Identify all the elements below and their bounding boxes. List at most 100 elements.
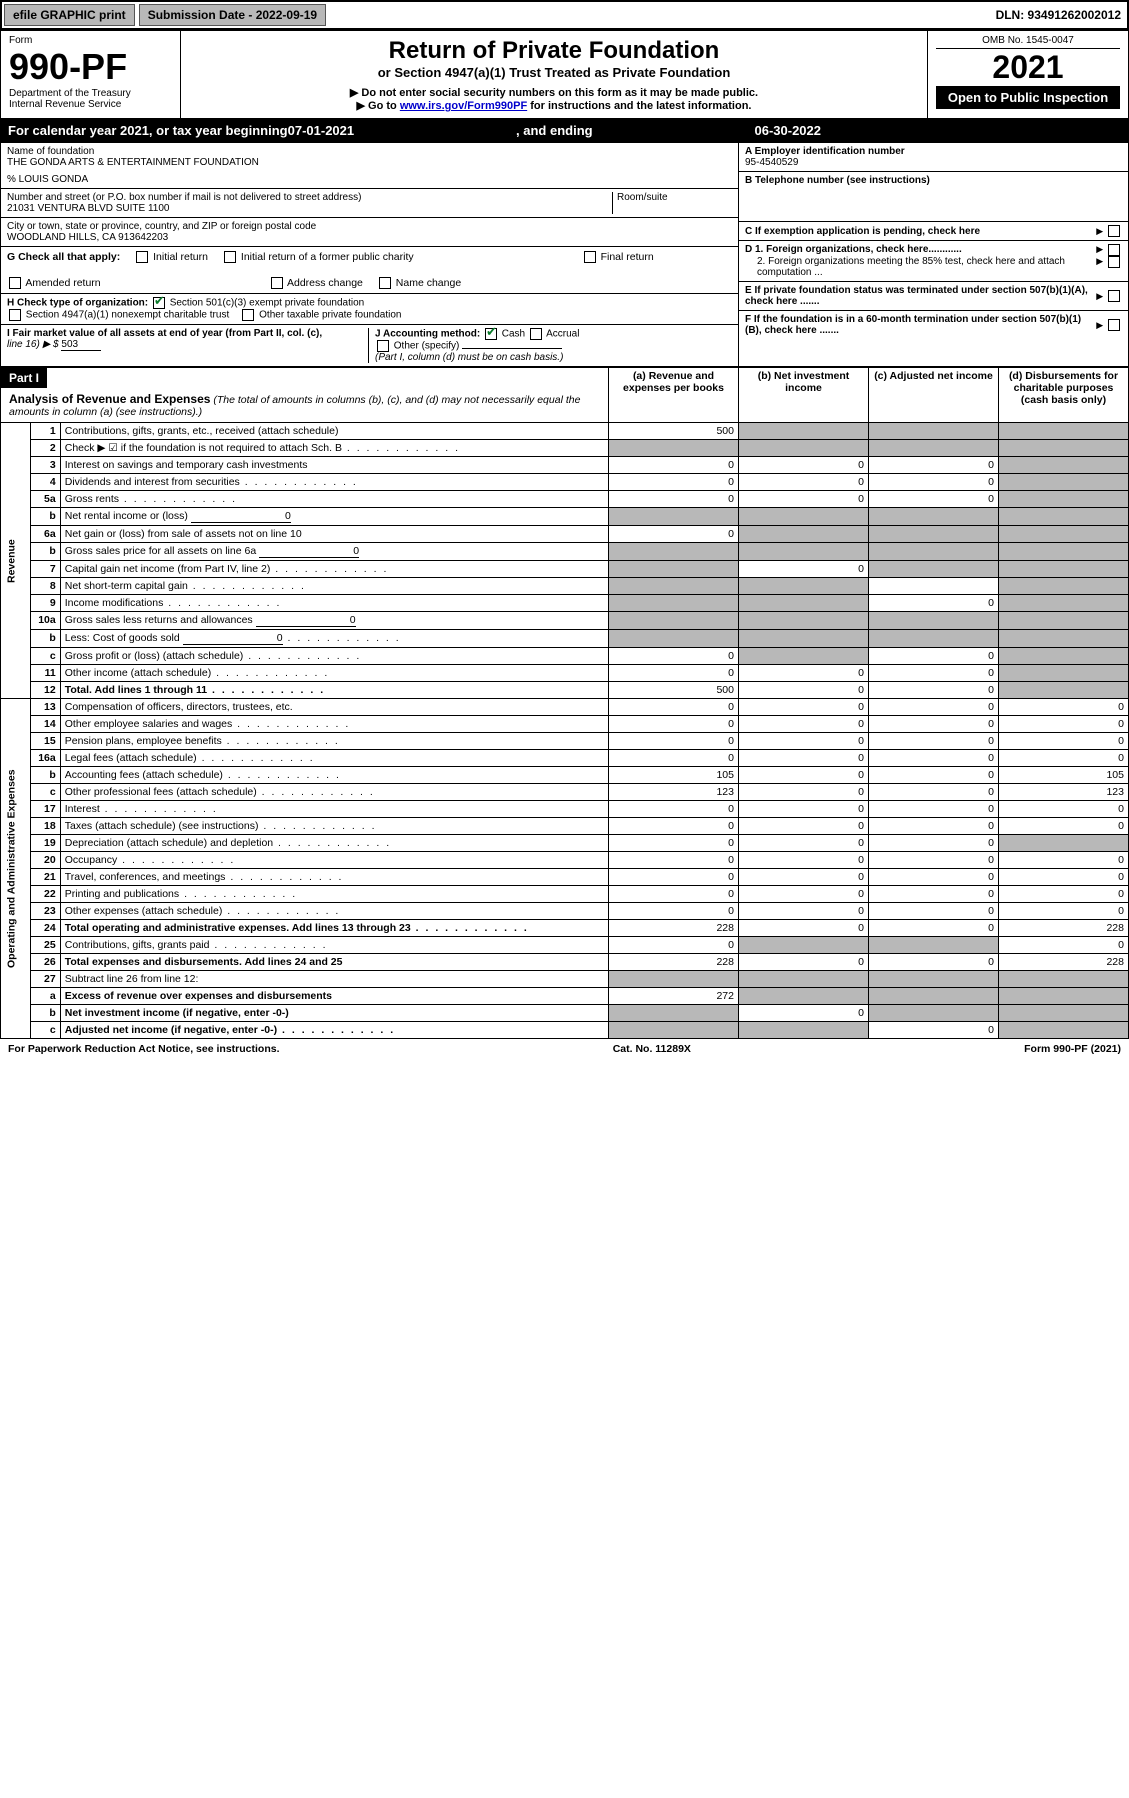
cell-value: 0: [869, 767, 999, 784]
expenses-section-label: Operating and Administrative Expenses: [1, 699, 31, 1039]
cell-value: 0: [739, 903, 869, 920]
table-row: bLess: Cost of goods sold 0: [1, 630, 1129, 648]
e-label: E If private foundation status was termi…: [745, 285, 1096, 307]
note2-prefix: ▶ Go to: [357, 100, 400, 112]
cell-value: [739, 971, 869, 988]
cell-value: [869, 1005, 999, 1022]
table-row: 8Net short-term capital gain: [1, 578, 1129, 595]
line-description: Net short-term capital gain: [60, 578, 608, 595]
cell-value: 0: [739, 784, 869, 801]
cell-value: 0: [869, 665, 999, 682]
line-description: Adjusted net income (if negative, enter …: [60, 1022, 608, 1039]
line-number: 18: [30, 818, 60, 835]
cell-value: [869, 612, 999, 630]
cell-value: 0: [869, 886, 999, 903]
g-label: G Check all that apply:: [7, 251, 120, 263]
cash-checkbox[interactable]: [485, 328, 497, 340]
cell-value: 0: [869, 733, 999, 750]
form-label: Form: [9, 35, 172, 46]
final-return-checkbox[interactable]: [584, 251, 596, 263]
cell-value: [869, 971, 999, 988]
cell-value: 0: [869, 801, 999, 818]
d1-checkbox[interactable]: [1108, 244, 1120, 256]
initial-return-checkbox[interactable]: [136, 251, 148, 263]
cell-value: 0: [869, 818, 999, 835]
name-change-checkbox[interactable]: [379, 277, 391, 289]
irs-label: Internal Revenue Service: [9, 99, 172, 110]
info-grid: Name of foundation THE GONDA ARTS & ENTE…: [0, 142, 1129, 367]
cell-value: 0: [609, 716, 739, 733]
table-row: 3Interest on savings and temporary cash …: [1, 457, 1129, 474]
f-checkbox[interactable]: [1108, 319, 1120, 331]
cell-value: [869, 630, 999, 648]
cell-value: 0: [999, 937, 1129, 954]
ein: 95-4540529: [745, 157, 1122, 168]
e-checkbox[interactable]: [1108, 290, 1120, 302]
line-number: 2: [30, 440, 60, 457]
cell-value: [609, 578, 739, 595]
line-number: 21: [30, 869, 60, 886]
line-number: 14: [30, 716, 60, 733]
city-label: City or town, state or province, country…: [7, 221, 732, 232]
d2-checkbox[interactable]: [1108, 256, 1120, 268]
address-change-checkbox[interactable]: [271, 277, 283, 289]
cell-value: 0: [739, 1005, 869, 1022]
cell-value: [739, 595, 869, 612]
form-subtitle: or Section 4947(a)(1) Trust Treated as P…: [189, 65, 919, 80]
cell-value: [609, 508, 739, 526]
amended-return-checkbox[interactable]: [9, 277, 21, 289]
page-footer: For Paperwork Reduction Act Notice, see …: [0, 1039, 1129, 1059]
table-row: Revenue1Contributions, gifts, grants, et…: [1, 423, 1129, 440]
cell-value: 0: [869, 954, 999, 971]
cell-value: [869, 423, 999, 440]
footer-left: For Paperwork Reduction Act Notice, see …: [8, 1043, 280, 1055]
line-description: Excess of revenue over expenses and disb…: [60, 988, 608, 1005]
cell-value: [999, 474, 1129, 491]
line-number: 9: [30, 595, 60, 612]
efile-button[interactable]: efile GRAPHIC print: [4, 4, 135, 26]
cell-value: 0: [999, 699, 1129, 716]
501c3-checkbox[interactable]: [153, 297, 165, 309]
initial-former-checkbox[interactable]: [224, 251, 236, 263]
line-description: Other income (attach schedule): [60, 665, 608, 682]
cell-value: [999, 526, 1129, 543]
col-d-header: (d) Disbursements for charitable purpose…: [999, 368, 1129, 423]
c-checkbox[interactable]: [1108, 225, 1120, 237]
h-label: H Check type of organization:: [7, 298, 148, 309]
cell-value: [999, 835, 1129, 852]
cell-value: 0: [999, 716, 1129, 733]
table-row: bNet rental income or (loss) 0: [1, 508, 1129, 526]
table-row: 22Printing and publications0000: [1, 886, 1129, 903]
cell-value: 0: [999, 750, 1129, 767]
other-taxable-checkbox[interactable]: [242, 309, 254, 321]
table-row: 25Contributions, gifts, grants paid00: [1, 937, 1129, 954]
form-title: Return of Private Foundation: [189, 37, 919, 65]
4947-checkbox[interactable]: [9, 309, 21, 321]
other-method-checkbox[interactable]: [377, 340, 389, 352]
cell-value: [609, 595, 739, 612]
table-row: aExcess of revenue over expenses and dis…: [1, 988, 1129, 1005]
footer-right: Form 990-PF (2021): [1024, 1043, 1121, 1055]
care-of: % LOUIS GONDA: [7, 174, 732, 185]
cell-value: 0: [999, 852, 1129, 869]
table-row: 18Taxes (attach schedule) (see instructi…: [1, 818, 1129, 835]
line-number: 25: [30, 937, 60, 954]
line-description: Total operating and administrative expen…: [60, 920, 608, 937]
form-link[interactable]: www.irs.gov/Form990PF: [400, 100, 527, 112]
topbar: efile GRAPHIC print Submission Date - 20…: [0, 0, 1129, 30]
cell-value: [739, 648, 869, 665]
table-row: 9Income modifications0: [1, 595, 1129, 612]
cell-value: [999, 682, 1129, 699]
cell-value: [869, 561, 999, 578]
col-b-header: (b) Net investment income: [739, 368, 869, 423]
cell-value: 0: [609, 818, 739, 835]
cell-value: 0: [739, 457, 869, 474]
cell-value: 0: [739, 699, 869, 716]
table-row: 16aLegal fees (attach schedule)0000: [1, 750, 1129, 767]
cell-value: 0: [609, 852, 739, 869]
cell-value: 0: [739, 767, 869, 784]
accrual-checkbox[interactable]: [530, 328, 542, 340]
table-row: 24Total operating and administrative exp…: [1, 920, 1129, 937]
line-number: b: [30, 767, 60, 784]
cell-value: [739, 988, 869, 1005]
